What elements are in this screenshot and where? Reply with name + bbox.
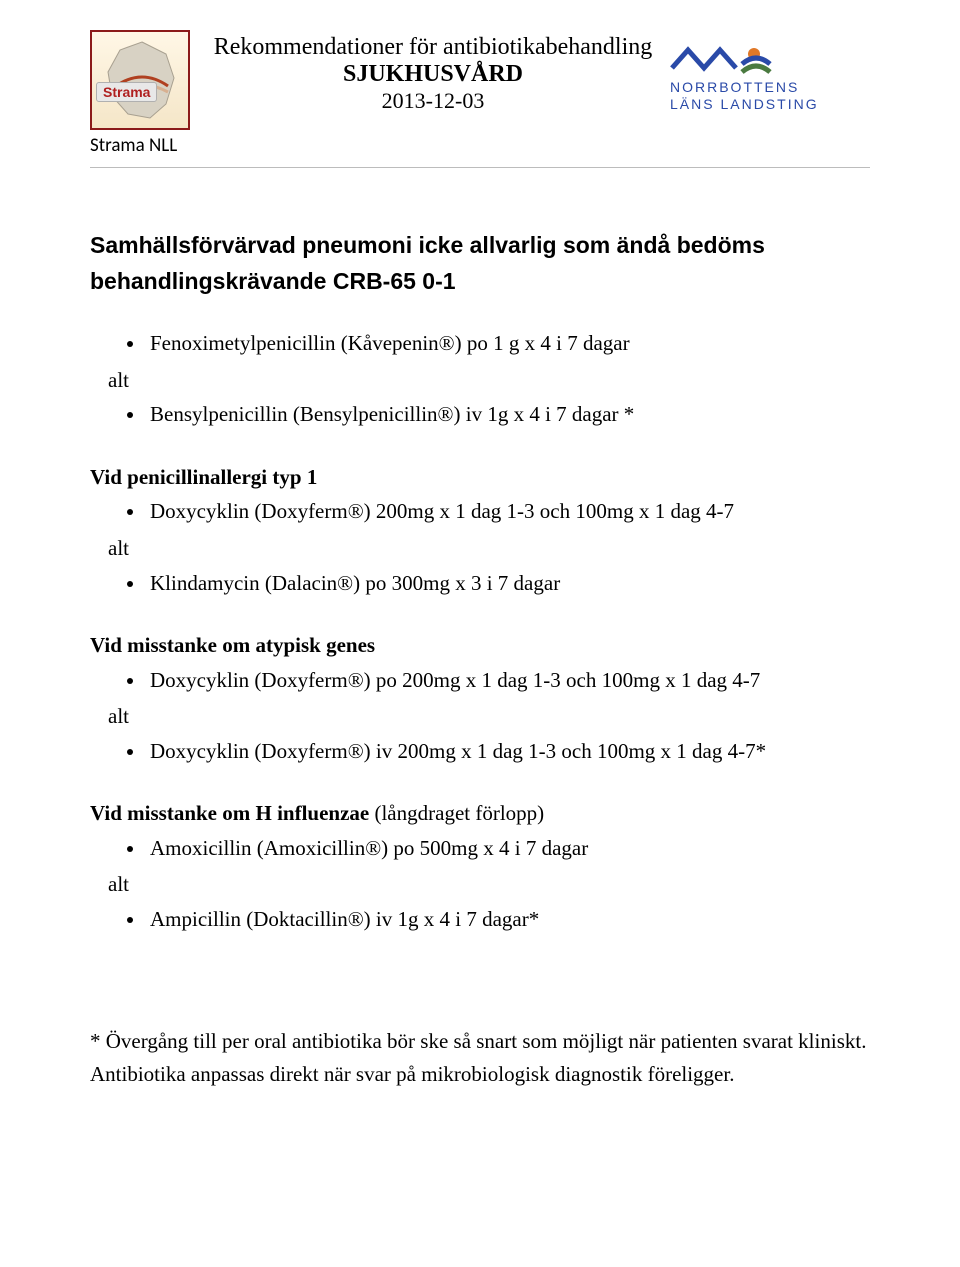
nll-org-name-line2: LÄNS LANDSTING: [670, 97, 870, 112]
list-item: Bensylpenicillin (Bensylpenicillin®) iv …: [146, 398, 870, 431]
med-list-h-influenzae: Amoxicillin (Amoxicillin®) po 500mg x 4 …: [90, 832, 870, 865]
med-list-primary-alt: Bensylpenicillin (Bensylpenicillin®) iv …: [90, 398, 870, 431]
title-line-2: behandlingskrävande CRB-65 0-1: [90, 268, 456, 294]
footnote-1: * Övergång till per oral antibiotika bör…: [90, 1025, 870, 1058]
document-body: Samhällsförvärvad pneumoni icke allvarli…: [90, 228, 870, 1091]
strama-tag-label: Strama: [96, 82, 157, 102]
strama-logo: Strama: [90, 30, 190, 130]
nll-wave-icon: [670, 44, 780, 78]
header-title-block: Rekommendationer för antibiotikabehandli…: [196, 30, 670, 114]
med-list-allergy: Doxycyklin (Doxyferm®) 200mg x 1 dag 1-3…: [90, 495, 870, 528]
title-line-1: Samhällsförvärvad pneumoni icke allvarli…: [90, 232, 765, 258]
alt-separator: alt: [108, 700, 870, 733]
list-item: Doxycyklin (Doxyferm®) 200mg x 1 dag 1-3…: [146, 495, 870, 528]
section-heading-h-influenzae: Vid misstanke om H influenzae (långdrage…: [90, 797, 870, 830]
strama-logo-block: Strama Strama NLL: [90, 30, 196, 157]
med-list-h-influenzae-alt: Ampicillin (Doktacillin®) iv 1g x 4 i 7 …: [90, 903, 870, 936]
med-list-allergy-alt: Klindamycin (Dalacin®) po 300mg x 3 i 7 …: [90, 567, 870, 600]
med-list-atypical: Doxycyklin (Doxyferm®) po 200mg x 1 dag …: [90, 664, 870, 697]
doc-date: 2013-12-03: [196, 88, 670, 114]
footnote-2: Antibiotika anpassas direkt när svar på …: [90, 1058, 870, 1091]
doc-subtitle: SJUKHUSVÅRD: [196, 61, 670, 88]
header-divider: [90, 167, 870, 168]
strama-org-label: Strama NLL: [90, 134, 196, 157]
section-heading-atypical: Vid misstanke om atypisk genes: [90, 629, 870, 662]
med-list-atypical-alt: Doxycyklin (Doxyferm®) iv 200mg x 1 dag …: [90, 735, 870, 768]
med-list-primary: Fenoximetylpenicillin (Kåvepenin®) po 1 …: [90, 327, 870, 360]
nll-org-name-line1: NORRBOTTENS: [670, 80, 870, 95]
section-heading-penicillin-allergy: Vid penicillinallergi typ 1: [90, 461, 870, 494]
document-title: Samhällsförvärvad pneumoni icke allvarli…: [90, 228, 870, 299]
list-item: Klindamycin (Dalacin®) po 300mg x 3 i 7 …: [146, 567, 870, 600]
alt-separator: alt: [108, 532, 870, 565]
alt-separator: alt: [108, 364, 870, 397]
page-header: Strama Strama NLL Rekommendationer för a…: [90, 30, 870, 157]
list-item: Amoxicillin (Amoxicillin®) po 500mg x 4 …: [146, 832, 870, 865]
heading-plain-part: (långdraget förlopp): [369, 801, 544, 825]
nll-logo-block: NORRBOTTENS LÄNS LANDSTING: [670, 30, 870, 113]
heading-bold-part: Vid misstanke om H influenzae: [90, 801, 369, 825]
footnotes: * Övergång till per oral antibiotika bör…: [90, 1025, 870, 1090]
alt-separator: alt: [108, 868, 870, 901]
list-item: Ampicillin (Doktacillin®) iv 1g x 4 i 7 …: [146, 903, 870, 936]
doc-series-title: Rekommendationer för antibiotikabehandli…: [196, 34, 670, 61]
list-item: Doxycyklin (Doxyferm®) po 200mg x 1 dag …: [146, 664, 870, 697]
list-item: Fenoximetylpenicillin (Kåvepenin®) po 1 …: [146, 327, 870, 360]
list-item: Doxycyklin (Doxyferm®) iv 200mg x 1 dag …: [146, 735, 870, 768]
